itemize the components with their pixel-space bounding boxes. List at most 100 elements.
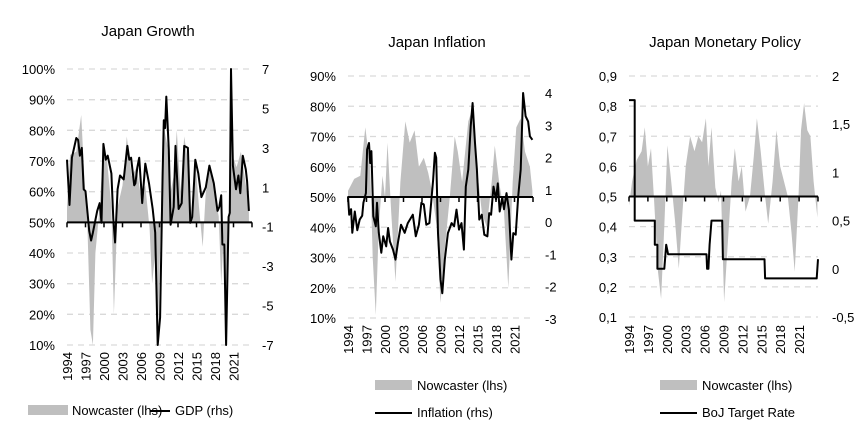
nowcaster-area (348, 106, 533, 315)
chart-title: Japan Inflation (388, 34, 486, 51)
x-tick-label: 1997 (641, 325, 656, 354)
left-tick-label: 30% (29, 277, 55, 292)
x-tick-label: 2009 (717, 325, 732, 354)
x-tick-label: 1997 (360, 325, 375, 354)
left-tick-label: 90% (29, 93, 55, 108)
left-tick-label: 0,4 (599, 220, 617, 235)
left-tick-label: 90% (310, 69, 336, 84)
right-tick-label: -2 (545, 280, 557, 295)
left-tick-label: 40% (29, 246, 55, 261)
x-tick-label: 2003 (679, 325, 694, 354)
right-tick-label: 5 (262, 101, 269, 116)
x-tick-label: 1994 (341, 325, 356, 354)
x-tick-label: 2003 (397, 325, 412, 354)
left-tick-label: 0,6 (599, 159, 617, 174)
left-tick-label: 20% (310, 281, 336, 296)
series-line (347, 92, 534, 295)
x-tick-label: 2018 (489, 325, 504, 354)
x-tick-label: 2009 (153, 352, 168, 381)
x-tick-label: 2015 (190, 352, 205, 381)
x-tick-label: 1997 (79, 352, 94, 381)
x-tick-label: 2000 (378, 325, 393, 354)
chart-title: Japan Monetary Policy (649, 34, 801, 51)
left-tick-label: 0,2 (599, 280, 617, 295)
right-tick-label: 4 (545, 86, 552, 101)
right-tick-label: -1 (545, 247, 557, 262)
x-tick-label: 2018 (208, 352, 223, 381)
x-tick-label: 2000 (97, 352, 112, 381)
x-tick-label: 2021 (508, 325, 523, 354)
left-tick-label: 30% (310, 251, 336, 266)
legend-swatch-nowcaster (660, 380, 697, 390)
legend-label: Nowcaster (lhs) (417, 378, 507, 393)
legend: Nowcaster (lhs) BoJ Target Rate (660, 378, 795, 420)
x-tick-label: 2000 (660, 325, 675, 354)
left-tick-label: 60% (310, 160, 336, 175)
x-tick-label: 2018 (773, 325, 788, 354)
legend-label: Inflation (rhs) (417, 405, 493, 420)
left-tick-label: 50% (310, 190, 336, 205)
legend-label: GDP (rhs) (175, 403, 233, 418)
left-tick-label: 0,8 (599, 99, 617, 114)
x-tick-label: 2009 (434, 325, 449, 354)
left-tick-label: 10% (310, 311, 336, 326)
legend-label: Nowcaster (lhs) (72, 403, 162, 418)
x-tick-label: 2006 (134, 352, 149, 381)
right-tick-label: -5 (262, 299, 274, 314)
x-tick-label: 2012 (735, 325, 750, 354)
x-tick-label: 1994 (60, 352, 75, 381)
left-tick-label: 40% (310, 220, 336, 235)
x-tick-label: 2015 (471, 325, 486, 354)
right-tick-label: 1 (262, 180, 269, 195)
left-tick-label: 0,3 (599, 250, 617, 265)
x-tick-label: 2021 (792, 325, 807, 354)
right-tick-label: -3 (262, 259, 274, 274)
x-tick-label: 2021 (227, 352, 242, 381)
left-tick-label: 0,9 (599, 69, 617, 84)
right-tick-label: 1 (832, 165, 839, 180)
nowcaster-area (629, 103, 818, 302)
left-tick-label: 10% (29, 338, 55, 353)
series-line (629, 99, 819, 280)
legend: Nowcaster (lhs) GDP (rhs) (28, 403, 233, 418)
left-tick-label: 0,5 (599, 190, 617, 205)
right-tick-label: -3 (545, 312, 557, 327)
left-tick-label: 0,1 (599, 310, 617, 325)
x-tick-label: 2012 (452, 325, 467, 354)
right-tick-label: 0 (545, 215, 552, 230)
x-tick-label: 2006 (415, 325, 430, 354)
chart-3: Japan Monetary Policy 0,1 0,2 0,3 0,4 0,5 0,6 0… (599, 34, 854, 420)
x-tick-label: 2003 (116, 352, 131, 381)
nowcaster-area (67, 115, 249, 345)
right-tick-label: 7 (262, 62, 269, 77)
legend: Nowcaster (lhs) Inflation (rhs) (375, 378, 507, 420)
right-tick-label: 1,5 (832, 117, 850, 132)
legend-label: Nowcaster (lhs) (702, 378, 792, 393)
right-tick-label: -0,5 (832, 310, 854, 325)
legend-swatch-nowcaster (28, 405, 68, 415)
legend-swatch-nowcaster (375, 380, 412, 390)
right-tick-label: 3 (545, 118, 552, 133)
series-line (66, 68, 250, 346)
chart-title: Japan Growth (101, 23, 194, 40)
x-tick-label: 2012 (171, 352, 186, 381)
chart-2: Japan Inflation 10% 20% 30% 40% 50% 60% 70% 80% 9… (310, 34, 557, 420)
right-tick-label: 3 (262, 141, 269, 156)
right-tick-label: 0 (832, 262, 839, 277)
right-tick-label: 2 (832, 69, 839, 84)
left-tick-label: 70% (29, 154, 55, 169)
legend-label: BoJ Target Rate (702, 405, 795, 420)
left-tick-label: 60% (29, 185, 55, 200)
left-tick-label: 80% (29, 123, 55, 138)
right-tick-label: -1 (262, 220, 274, 235)
left-tick-label: 50% (29, 215, 55, 230)
x-tick-label: 2015 (754, 325, 769, 354)
x-tick-label: 2006 (698, 325, 713, 354)
x-tick-label: 1994 (622, 325, 637, 354)
right-tick-label: 1 (545, 183, 552, 198)
right-tick-label: -7 (262, 338, 274, 353)
right-tick-label: 0,5 (832, 214, 850, 229)
right-tick-label: 2 (545, 151, 552, 166)
left-tick-label: 80% (310, 99, 336, 114)
